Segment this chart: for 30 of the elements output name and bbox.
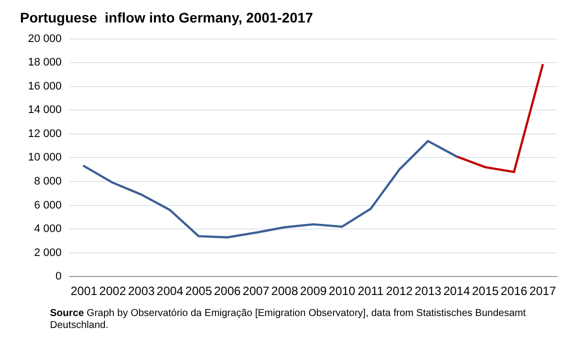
x-tick-label: 2007 — [242, 284, 270, 298]
x-tick-label: 2004 — [156, 284, 184, 298]
x-tick-label: 2015 — [472, 284, 499, 298]
x-tick-label: 2012 — [386, 284, 413, 298]
y-tick-label: 0 — [56, 270, 62, 283]
chart-title: Portuguese inflow into Germany, 2001-2017 — [20, 9, 314, 26]
x-tick-label: 2009 — [300, 284, 327, 298]
x-tick-label: 2010 — [328, 284, 356, 298]
x-tick-label: 2011 — [358, 284, 384, 298]
source-note: Source Graph by Observatório da Emigração [Emigration Observatory], data from Statistisches Bundesamt Deutschland. — [50, 308, 527, 332]
x-tick-label: 2001 — [70, 284, 98, 298]
y-tick-label: 12 000 — [28, 128, 62, 140]
y-tick-label: 16 000 — [28, 80, 62, 92]
y-tick-label: 4 000 — [34, 223, 62, 236]
x-tick-label: 2002 — [99, 284, 126, 298]
x-tick-label: 2008 — [271, 284, 298, 298]
y-tick-label: 8 000 — [34, 176, 62, 188]
y-tick-label: 20 000 — [28, 32, 62, 45]
y-tick-label: 10 000 — [28, 152, 62, 164]
y-tick-label: 2 000 — [34, 246, 62, 259]
x-tick-label: 2006 — [214, 284, 241, 298]
x-tick-label: 2005 — [185, 284, 212, 298]
y-tick-label: 18 000 — [28, 56, 62, 69]
x-tick-label: 2016 — [500, 284, 528, 298]
x-tick-label: 2014 — [443, 284, 470, 298]
x-tick-label: 2017 — [529, 284, 556, 298]
y-tick-label: 6 000 — [34, 199, 62, 212]
x-tick-label: 2003 — [128, 284, 155, 298]
y-tick-label: 14 000 — [28, 104, 62, 116]
x-tick-label: 2013 — [414, 284, 442, 298]
